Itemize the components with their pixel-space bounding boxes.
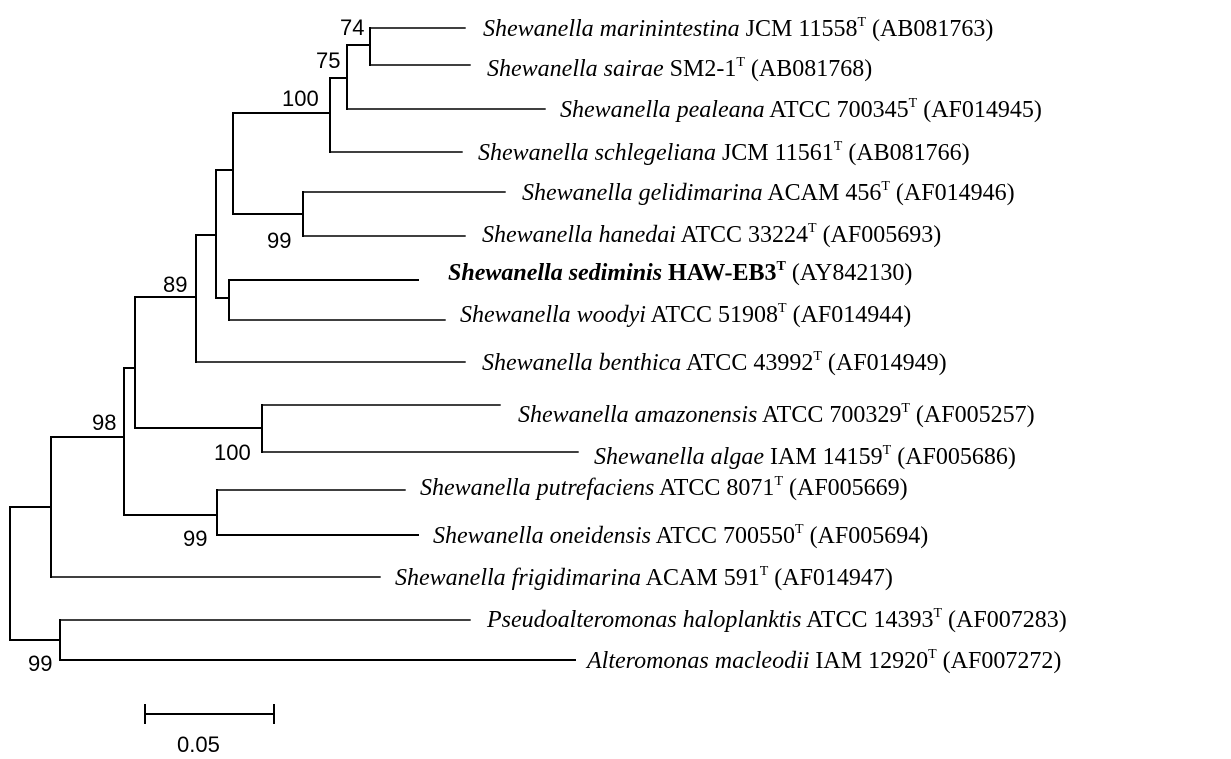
taxon-label-macleodii: Alteromonas macleodii IAM 12920T (AF0072… — [585, 647, 1061, 674]
taxon-accession: (AF005669) — [783, 475, 908, 501]
taxon-accession: (AB081766) — [842, 140, 969, 166]
type-strain-marker: T — [933, 606, 942, 621]
taxon-species: Pseudoalteromonas haloplanktis — [486, 607, 801, 633]
tree-branches — [9, 27, 579, 661]
taxon-label-haloplanktis: Pseudoalteromonas haloplanktis ATCC 1439… — [486, 606, 1067, 633]
scale-bar-label: 0.05 — [177, 732, 220, 757]
taxon-species: Shewanella algae — [594, 444, 764, 470]
bootstrap-100-top: 100 — [282, 86, 319, 111]
taxon-species: Shewanella sediminis — [448, 260, 662, 286]
scale-bar: 0.05 — [144, 704, 275, 757]
type-strain-marker: T — [881, 179, 890, 194]
taxon-accession: (AY842130) — [786, 260, 912, 286]
taxon-label-sediminis: Shewanella sediminis HAW-EB3T (AY842130) — [448, 259, 912, 286]
type-strain-marker: T — [909, 96, 918, 111]
taxon-label-woodyi: Shewanella woodyi ATCC 51908T (AF014944) — [460, 301, 911, 328]
type-strain-marker: T — [774, 474, 783, 489]
taxon-label-algae: Shewanella algae IAM 14159T (AF005686) — [594, 443, 1016, 470]
taxon-species: Shewanella benthica — [482, 350, 681, 376]
taxon-labels: Shewanella marinintestina JCM 11558T (AB… — [395, 15, 1067, 674]
taxon-species: Shewanella oneidensis — [433, 523, 651, 549]
taxon-strain: ATCC 700345 — [765, 97, 909, 123]
taxon-accession: (AF007283) — [942, 607, 1067, 633]
type-strain-marker: T — [777, 259, 787, 274]
taxon-strain: JCM 11558 — [740, 16, 858, 42]
taxon-species: Shewanella marinintestina — [483, 16, 740, 42]
taxon-strain: ATCC 700329 — [757, 402, 901, 428]
taxon-accession: (AF014947) — [768, 565, 893, 591]
type-strain-marker: T — [834, 139, 843, 154]
taxon-label-pealeana: Shewanella pealeana ATCC 700345T (AF0149… — [560, 96, 1042, 123]
bootstrap-89: 89 — [163, 272, 187, 297]
taxon-accession: (AF014949) — [822, 350, 947, 376]
bootstrap-99-outgroup: 99 — [28, 651, 52, 676]
taxon-species: Shewanella sairae — [487, 56, 664, 82]
taxon-label-oneidensis: Shewanella oneidensis ATCC 700550T (AF00… — [433, 522, 928, 549]
taxon-accession: (AF014944) — [787, 302, 912, 328]
taxon-strain: ACAM 456 — [763, 180, 882, 206]
taxon-label-marinintestina: Shewanella marinintestina JCM 11558T (AB… — [483, 15, 993, 42]
taxon-strain: IAM 14159 — [764, 444, 883, 470]
type-strain-marker: T — [760, 564, 769, 579]
taxon-accession: (AF007272) — [937, 648, 1062, 674]
bootstrap-99-hanedai: 99 — [267, 228, 291, 253]
type-strain-marker: T — [813, 349, 822, 364]
taxon-accession: (AF005693) — [817, 222, 942, 248]
taxon-label-frigidimarina: Shewanella frigidimarina ACAM 591T (AF01… — [395, 564, 893, 591]
taxon-accession: (AB081763) — [866, 16, 993, 42]
taxon-strain: JCM 11561 — [716, 140, 834, 166]
bootstrap-98: 98 — [92, 410, 116, 435]
taxon-species: Shewanella pealeana — [560, 97, 765, 123]
taxon-strain: SM2-1 — [664, 56, 737, 82]
bootstrap-values: 74 75 100 99 89 98 100 99 99 — [28, 15, 364, 676]
taxon-strain: ATCC 14393 — [801, 607, 933, 633]
taxon-accession: (AF005686) — [891, 444, 1016, 470]
taxon-strain: ACAM 591 — [641, 565, 760, 591]
taxon-strain: HAW-EB3 — [662, 260, 776, 286]
taxon-accession: (AF005694) — [804, 523, 929, 549]
taxon-label-gelidimarina: Shewanella gelidimarina ACAM 456T (AF014… — [522, 179, 1015, 206]
taxon-strain: ATCC 8071 — [654, 475, 774, 501]
taxon-accession: (AF014946) — [890, 180, 1015, 206]
taxon-strain: ATCC 33224 — [676, 222, 808, 248]
taxon-strain: ATCC 51908 — [646, 302, 778, 328]
taxon-label-benthica: Shewanella benthica ATCC 43992T (AF01494… — [482, 349, 947, 376]
type-strain-marker: T — [883, 443, 892, 458]
type-strain-marker: T — [795, 522, 804, 537]
taxon-species: Shewanella putrefaciens — [420, 475, 654, 501]
taxon-species: Alteromonas macleodii — [585, 648, 809, 674]
taxon-strain: IAM 12920 — [809, 648, 928, 674]
type-strain-marker: T — [928, 647, 937, 662]
taxon-label-sairae: Shewanella sairae SM2-1T (AB081768) — [487, 55, 872, 82]
bootstrap-75: 75 — [316, 48, 340, 73]
taxon-species: Shewanella woodyi — [460, 302, 646, 328]
taxon-accession: (AF005257) — [910, 402, 1035, 428]
taxon-species: Shewanella frigidimarina — [395, 565, 641, 591]
type-strain-marker: T — [736, 55, 745, 70]
bootstrap-99-oneidensis: 99 — [183, 526, 207, 551]
taxon-species: Shewanella amazonensis — [518, 402, 757, 428]
taxon-strain: ATCC 43992 — [681, 350, 813, 376]
type-strain-marker: T — [778, 301, 787, 316]
taxon-label-schlegeliana: Shewanella schlegeliana JCM 11561T (AB08… — [478, 139, 970, 166]
type-strain-marker: T — [857, 15, 866, 30]
taxon-accession: (AB081768) — [745, 56, 872, 82]
taxon-accession: (AF014945) — [917, 97, 1042, 123]
taxon-strain: ATCC 700550 — [651, 523, 795, 549]
taxon-label-amazonensis: Shewanella amazonensis ATCC 700329T (AF0… — [518, 401, 1035, 428]
taxon-label-hanedai: Shewanella hanedai ATCC 33224T (AF005693… — [482, 221, 941, 248]
type-strain-marker: T — [808, 221, 817, 236]
taxon-species: Shewanella schlegeliana — [478, 140, 716, 166]
taxon-species: Shewanella hanedai — [482, 222, 676, 248]
bootstrap-74: 74 — [340, 15, 364, 40]
type-strain-marker: T — [901, 401, 910, 416]
taxon-label-putrefaciens: Shewanella putrefaciens ATCC 8071T (AF00… — [420, 474, 908, 501]
taxon-species: Shewanella gelidimarina — [522, 180, 763, 206]
bootstrap-100-algae: 100 — [214, 440, 251, 465]
